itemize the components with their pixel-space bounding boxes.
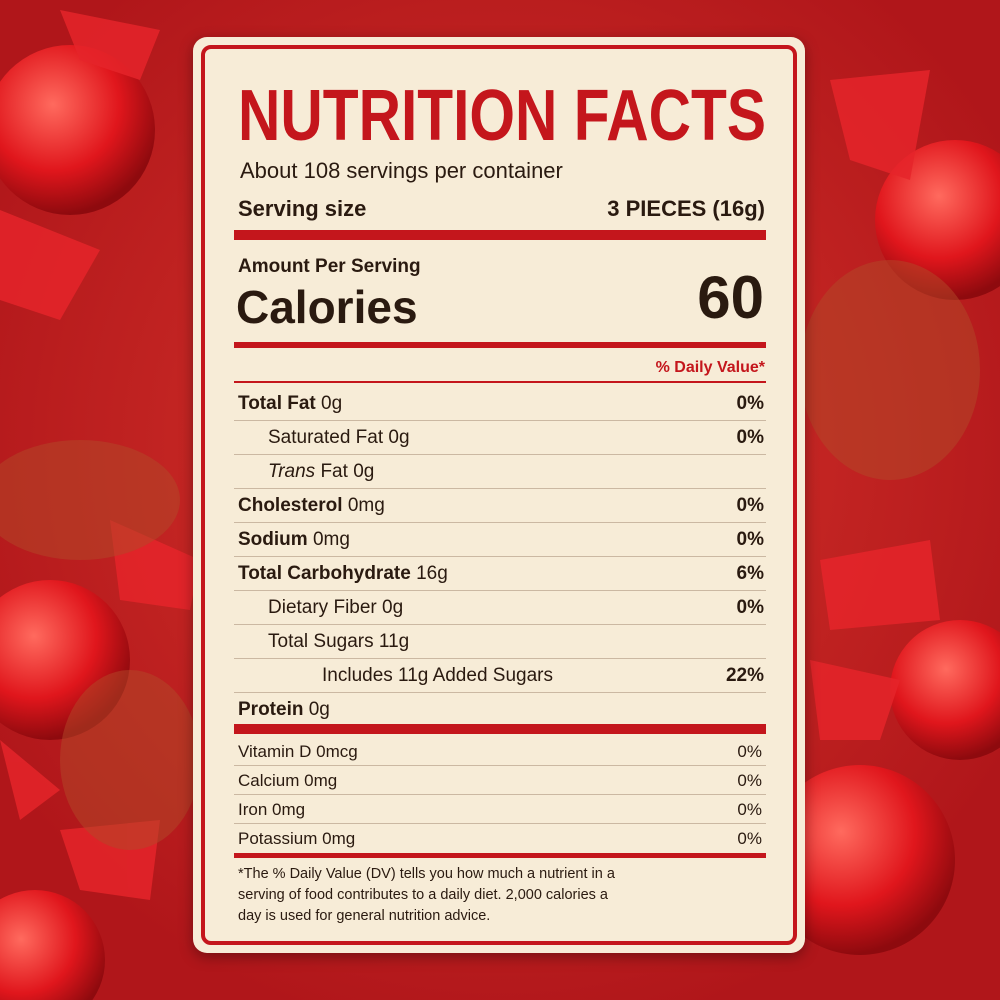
vitamin-dv: 0% <box>737 742 762 761</box>
nutrient-amount: 11g <box>378 631 410 652</box>
nutrient-amount: 0g <box>353 461 375 482</box>
thin-rule <box>234 381 766 383</box>
nutrient-name: Saturated Fat <box>268 427 384 448</box>
calories-label: Calories <box>236 281 418 333</box>
thick-rule <box>234 724 766 734</box>
row-divider <box>234 624 766 625</box>
footnote-line: serving of food contributes to a daily d… <box>238 887 608 903</box>
nutrient-amount: 0g <box>388 427 410 448</box>
amount-per-serving: Amount Per Serving <box>238 256 421 277</box>
row-divider <box>234 488 766 489</box>
label-card <box>193 37 805 953</box>
row-divider <box>234 658 766 659</box>
medium-rule <box>234 853 766 858</box>
nutrient-row: Trans Fat 0g <box>268 461 374 483</box>
medium-rule <box>234 342 766 348</box>
nutrient-name: Protein <box>238 699 304 720</box>
row-divider <box>234 420 766 421</box>
nutrient-row: Total Sugars 11g <box>268 631 409 653</box>
nutrient-dv: 0% <box>736 427 764 448</box>
row-divider <box>234 522 766 523</box>
vitamin-row: Vitamin D 0mcg <box>238 742 358 762</box>
nutrient-name: Sodium <box>238 529 308 550</box>
servings: About 108 servings per container <box>240 158 563 183</box>
row-divider <box>234 454 766 455</box>
vitamin-amount: 0mg <box>322 829 356 848</box>
vitamin-name: Vitamin D <box>238 742 312 761</box>
nutrient-row: Saturated Fat 0g <box>268 427 410 449</box>
nutrient-row: Dietary Fiber 0g <box>268 597 403 619</box>
vitamin-dv: 0% <box>737 771 762 790</box>
row-divider <box>234 556 766 557</box>
nutrient-row: Total Fat 0g <box>238 393 342 415</box>
nutrient-name: Total Sugars <box>268 631 374 652</box>
serving-size-value: 3 PIECES (16g) <box>607 196 765 221</box>
nutrient-amount: 0mg <box>347 495 385 516</box>
vitamin-amount: 0mcg <box>316 742 358 761</box>
nutrient-name: Dietary Fiber <box>268 597 377 618</box>
dv-header: % Daily Value* <box>655 359 765 376</box>
nutrient-dv: 6% <box>736 563 764 584</box>
vitamin-amount: 0mg <box>272 800 306 819</box>
vitamin-dv: 0% <box>737 829 762 848</box>
row-divider <box>234 692 766 693</box>
nutrient-amount: 0g <box>321 393 343 414</box>
nutrient-dv: 0% <box>736 597 764 618</box>
title: NUTRITION FACTS <box>238 80 766 150</box>
nutrient-row: Total Carbohydrate 16g <box>238 563 448 585</box>
nutrient-amount: 16g <box>416 563 448 584</box>
row-divider <box>234 823 766 824</box>
footnote-line: *The % Daily Value (DV) tells you how mu… <box>238 866 615 882</box>
nutrient-row: Protein 0g <box>238 699 330 721</box>
row-divider <box>234 794 766 795</box>
calories-value: 60 <box>697 264 764 331</box>
nutrient-prefix: Trans <box>268 461 316 482</box>
vitamin-dv: 0% <box>737 800 762 819</box>
vitamin-row: Potassium 0mg <box>238 829 355 849</box>
nutrient-name: Cholesterol <box>238 495 343 516</box>
label-border <box>201 45 797 945</box>
nutrient-name: Includes 11g Added Sugars <box>322 665 553 686</box>
row-divider <box>234 765 766 766</box>
nutrient-dv: 0% <box>736 495 764 516</box>
nutrient-row: Sodium 0mg <box>238 529 350 551</box>
nutrient-row: Cholesterol 0mg <box>238 495 385 517</box>
nutrient-dv: 0% <box>736 529 764 550</box>
serving-size-label: Serving size <box>238 196 367 221</box>
thick-rule <box>234 230 766 240</box>
nutrient-amount: 0mg <box>312 529 350 550</box>
vitamin-name: Calcium <box>238 771 300 790</box>
nutrient-name: Total Fat <box>238 393 316 414</box>
vitamin-name: Iron <box>238 800 268 819</box>
title-box: NUTRITION FACTS <box>238 80 766 150</box>
vitamin-amount: 0mg <box>304 771 338 790</box>
nutrient-name: Fat <box>320 461 348 482</box>
nutrient-name: Total Carbohydrate <box>238 563 411 584</box>
nutrient-dv: 0% <box>736 393 764 414</box>
footnote-line: day is used for general nutrition advice… <box>238 908 491 924</box>
vitamin-row: Iron 0mg <box>238 800 305 820</box>
nutrient-dv: 22% <box>725 665 764 686</box>
nutrient-amount: 0g <box>308 699 330 720</box>
row-divider <box>234 590 766 591</box>
vitamin-row: Calcium 0mg <box>238 771 337 791</box>
nutrient-row: Includes 11g Added Sugars <box>322 665 553 687</box>
nutrient-amount: 0g <box>382 597 404 618</box>
vitamin-name: Potassium <box>238 829 318 848</box>
